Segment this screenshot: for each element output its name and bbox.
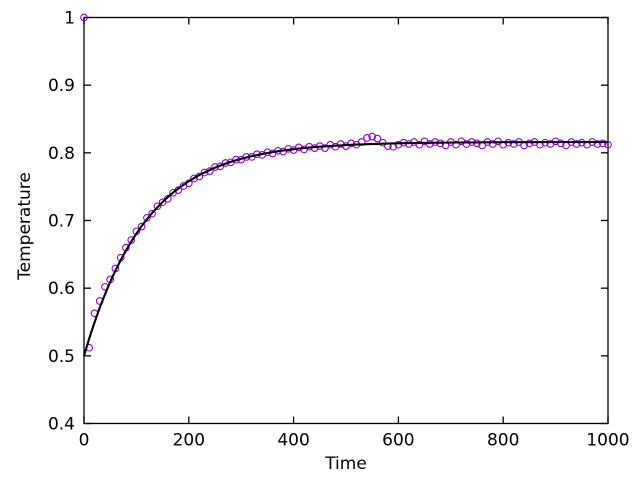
x-tick-label: 800 bbox=[487, 431, 519, 451]
data-point bbox=[368, 132, 377, 141]
data-point bbox=[80, 13, 88, 22]
data-point bbox=[598, 139, 607, 148]
data-point bbox=[137, 222, 146, 231]
data-point bbox=[452, 140, 460, 149]
data-point bbox=[593, 140, 602, 148]
data-point bbox=[148, 209, 156, 218]
x-tick-label: 0 bbox=[79, 431, 90, 451]
data-point bbox=[373, 134, 382, 143]
data-point bbox=[394, 140, 403, 149]
data-point bbox=[190, 174, 198, 183]
y-axis-title: Temperature bbox=[15, 172, 35, 280]
x-axis-title: Time bbox=[325, 454, 367, 474]
data-point bbox=[326, 140, 335, 149]
data-point bbox=[415, 140, 424, 149]
data-point bbox=[321, 144, 329, 152]
y-tick-label: 0.9 bbox=[48, 76, 75, 96]
y-tick-label: 0.8 bbox=[48, 144, 75, 164]
x-tick-label: 400 bbox=[277, 431, 309, 451]
plot-border bbox=[83, 16, 609, 425]
data-point bbox=[572, 140, 581, 148]
data-point bbox=[200, 168, 209, 177]
data-point bbox=[143, 213, 151, 222]
data-point bbox=[347, 139, 356, 148]
x-tick-label: 600 bbox=[382, 431, 414, 451]
data-point bbox=[336, 140, 345, 148]
y-tick-label: 0.5 bbox=[48, 347, 75, 367]
data-point bbox=[153, 202, 162, 211]
data-point bbox=[525, 139, 534, 148]
x-tick-label: 200 bbox=[173, 431, 205, 451]
data-point bbox=[158, 198, 167, 207]
y-tick-label: 0.7 bbox=[48, 212, 75, 232]
y-tick-label: 1 bbox=[64, 9, 75, 29]
y-tick-label: 0.4 bbox=[48, 415, 75, 435]
data-point bbox=[363, 134, 371, 142]
y-tick-label: 0.6 bbox=[48, 279, 75, 299]
data-point bbox=[509, 140, 518, 148]
data-point bbox=[556, 139, 565, 148]
exponential-fit-curve bbox=[82, 141, 608, 357]
data-point bbox=[462, 140, 471, 148]
x-tick-label: 1000 bbox=[586, 431, 629, 451]
data-point bbox=[425, 140, 434, 148]
